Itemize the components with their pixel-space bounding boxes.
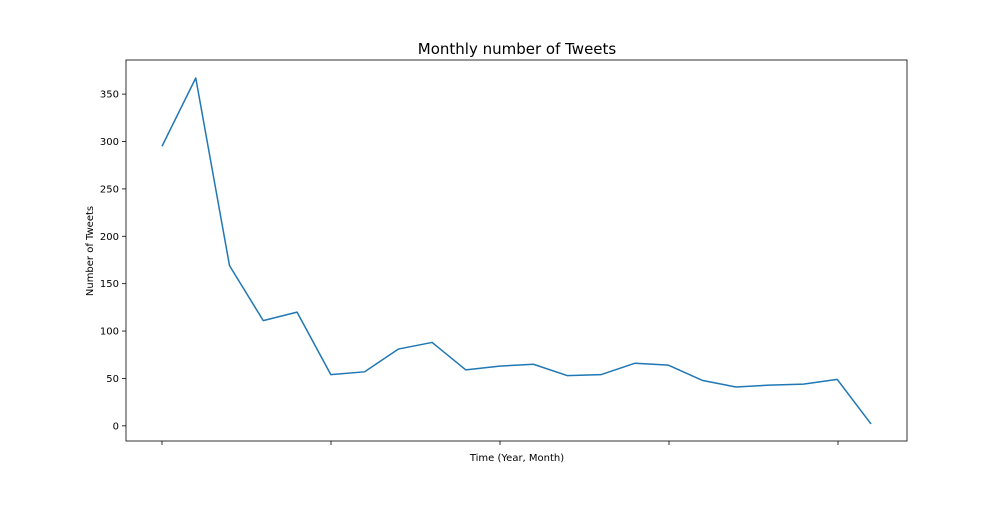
- y-axis: 0 50 100 150 200 250 300 350: [100, 90, 126, 432]
- y-tick-label: 200: [100, 232, 119, 243]
- chart-title: Monthly number of Tweets: [418, 40, 617, 58]
- y-tick-label: 350: [100, 90, 119, 101]
- x-axis-label: Time (Year, Month): [469, 453, 564, 464]
- y-axis-label: Number of Tweets: [85, 206, 96, 296]
- y-tick-label: 100: [100, 327, 119, 338]
- y-tick-label: 250: [100, 184, 119, 195]
- x-axis: [161, 441, 839, 445]
- plot-area-frame: [125, 59, 908, 442]
- series-layer: [161, 77, 872, 425]
- y-tick-label: 0: [113, 421, 119, 432]
- y-tick-label: 150: [100, 279, 119, 290]
- series-line: [161, 77, 872, 425]
- y-tick-label: 50: [106, 374, 119, 385]
- y-tick-label: 300: [100, 137, 119, 148]
